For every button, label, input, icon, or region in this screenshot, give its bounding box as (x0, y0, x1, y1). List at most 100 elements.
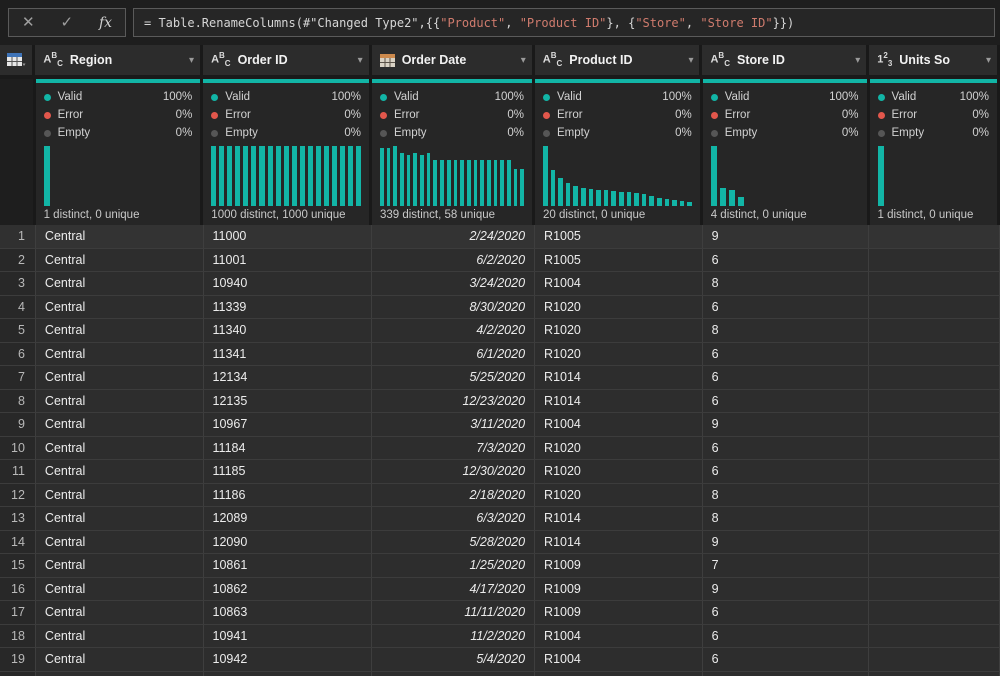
cell-region[interactable]: Central (35, 342, 204, 365)
cell-region[interactable]: Central (35, 554, 204, 577)
cell-units-so[interactable] (869, 507, 1000, 530)
cell-order-id[interactable]: 11341 (203, 342, 373, 365)
cell-order-id[interactable]: 11001 (203, 248, 373, 271)
value-distribution-histogram[interactable] (43, 146, 193, 206)
row-number[interactable]: 3 (0, 272, 36, 295)
cell-units-so[interactable] (869, 225, 1000, 248)
row-number[interactable]: 14 (0, 530, 36, 553)
cell-order-id[interactable]: 12089 (203, 507, 373, 530)
cell-product-id[interactable]: R1014 (535, 507, 703, 530)
column-header-order-date[interactable]: Order Date ▾ (371, 45, 535, 75)
cell-order-date[interactable]: 12/30/2020 (372, 460, 536, 483)
cell-product-id[interactable]: R1014 (535, 389, 703, 412)
cell-order-id[interactable]: 10942 (203, 648, 373, 671)
filter-dropdown-icon[interactable]: ▾ (520, 54, 526, 66)
cell-store-id[interactable]: 6 (702, 342, 870, 365)
cell-order-date[interactable]: 1/25/2020 (372, 554, 536, 577)
row-number[interactable]: 9 (0, 413, 36, 436)
cell-region[interactable]: Central (35, 295, 204, 318)
cell-region[interactable]: Central (35, 272, 204, 295)
row-number[interactable]: 5 (0, 319, 36, 342)
cell-store-id[interactable]: 8 (702, 483, 870, 506)
cell-product-id[interactable]: R1004 (535, 648, 703, 671)
cell-units-so[interactable] (869, 530, 1000, 553)
cell-order-date[interactable]: 4/17/2020 (372, 577, 536, 600)
cell-store-id[interactable]: 9 (702, 225, 870, 248)
cell-region[interactable]: Central (35, 483, 204, 506)
cell-units-so[interactable] (869, 577, 1000, 600)
cell-order-id[interactable]: 11340 (203, 319, 373, 342)
cell-product-id[interactable]: R1009 (535, 601, 703, 624)
cell-store-id[interactable]: 6 (702, 624, 870, 647)
filter-dropdown-icon[interactable]: ▾ (189, 54, 195, 66)
filter-dropdown-icon[interactable]: ▾ (688, 54, 694, 66)
cell-order-date[interactable]: 6/1/2020 (372, 342, 536, 365)
cell-store-id[interactable]: 6 (702, 601, 870, 624)
cell-product-id[interactable]: R1004 (535, 272, 703, 295)
cell-units-so[interactable] (869, 436, 1000, 459)
cell-units-so[interactable] (869, 389, 1000, 412)
cell-store-id[interactable]: 6 (702, 460, 870, 483)
cell-region[interactable]: Central (35, 648, 204, 671)
filter-dropdown-icon[interactable]: ▾ (357, 54, 363, 66)
cell-order-id[interactable]: 10863 (203, 601, 373, 624)
cell-store-id[interactable]: 6 (702, 248, 870, 271)
cell-store-id[interactable]: 9 (702, 530, 870, 553)
cell-order-date[interactable]: 3/24/2020 (372, 272, 536, 295)
cell-store-id[interactable]: 6 (702, 295, 870, 318)
cell-order-date[interactable]: 4/2/2020 (372, 319, 536, 342)
cell-order-date[interactable]: 6/3/2020 (372, 507, 536, 530)
cell-store-id[interactable]: 9 (702, 577, 870, 600)
cell-store-id[interactable]: 6 (702, 366, 870, 389)
confirm-icon[interactable]: ✓ (60, 14, 74, 31)
cell-store-id[interactable]: 6 (702, 389, 870, 412)
cell-order-id[interactable]: 11000 (203, 225, 373, 248)
row-number[interactable]: 11 (0, 460, 36, 483)
cell-order-id[interactable]: 12090 (203, 530, 373, 553)
cell-order-date[interactable]: 12/23/2020 (372, 389, 536, 412)
cell-order-date[interactable]: 2/18/2020 (372, 483, 536, 506)
cell-store-id[interactable]: 7 (702, 554, 870, 577)
value-distribution-histogram[interactable] (710, 146, 859, 206)
column-header-store-id[interactable]: ABC Store ID ▾ (702, 45, 870, 75)
column-header-region[interactable]: ABC Region ▾ (35, 45, 204, 75)
cell-order-id[interactable]: 11184 (203, 436, 373, 459)
cell-order-date[interactable]: 5/28/2020 (372, 530, 536, 553)
cell-units-so[interactable] (869, 554, 1000, 577)
cell-units-so[interactable] (869, 460, 1000, 483)
cell-units-so[interactable] (869, 648, 1000, 671)
cell-units-so[interactable] (869, 248, 1000, 271)
cell-order-id[interactable]: 12134 (203, 366, 373, 389)
cell-region[interactable]: Central (35, 577, 204, 600)
cell-region[interactable]: Central (35, 436, 204, 459)
cell-order-id[interactable]: 10861 (203, 554, 373, 577)
cell-order-date[interactable]: 5/4/2020 (372, 648, 536, 671)
cell-order-id[interactable]: 12135 (203, 389, 373, 412)
cell-units-so[interactable] (869, 624, 1000, 647)
fx-icon[interactable]: fx (98, 14, 113, 31)
cell-order-date[interactable]: 11/11/2020 (372, 601, 536, 624)
cell-order-date[interactable]: 7/3/2020 (372, 436, 536, 459)
row-number[interactable]: 7 (0, 366, 36, 389)
cell-order-date[interactable]: 5/25/2020 (372, 366, 536, 389)
cell-units-so[interactable] (869, 413, 1000, 436)
row-number[interactable]: 16 (0, 577, 36, 600)
cell-product-id[interactable]: R1004 (535, 413, 703, 436)
column-header-product-id[interactable]: ABC Product ID ▾ (534, 45, 703, 75)
cell-units-so[interactable] (869, 342, 1000, 365)
cell-product-id[interactable]: R1009 (535, 577, 703, 600)
cell-order-id[interactable]: 11186 (203, 483, 373, 506)
cell-region[interactable]: Central (35, 389, 204, 412)
cell-units-so[interactable] (869, 483, 1000, 506)
cell-order-date[interactable]: 2/24/2020 (372, 225, 536, 248)
cell-region[interactable]: Central (35, 319, 204, 342)
cell-product-id[interactable]: R1020 (535, 460, 703, 483)
cell-units-so[interactable] (869, 366, 1000, 389)
cell-product-id[interactable]: R1020 (535, 295, 703, 318)
cell-order-id[interactable]: 10941 (203, 624, 373, 647)
value-distribution-histogram[interactable] (211, 146, 361, 206)
cell-product-id[interactable]: R1020 (535, 436, 703, 459)
cell-order-id[interactable]: 10862 (203, 577, 373, 600)
cell-order-date[interactable]: 11/2/2020 (372, 624, 536, 647)
row-number[interactable]: 19 (0, 648, 36, 671)
